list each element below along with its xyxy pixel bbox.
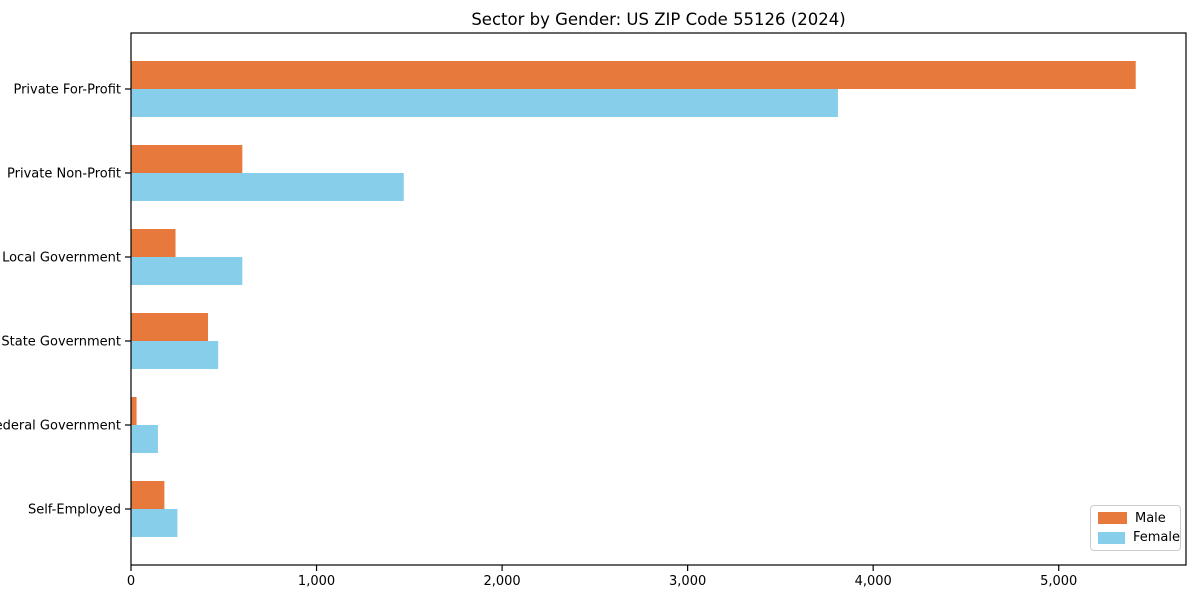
legend-entry-male: Male	[1098, 511, 1180, 526]
x-tick-label: 0	[127, 574, 135, 589]
female-series-swatch	[1098, 531, 1125, 544]
y-tick-label: Private For-Profit	[13, 83, 121, 98]
bar-male-2	[131, 229, 176, 258]
bar-male-4	[131, 396, 137, 425]
chart-title: Sector by Gender: US ZIP Code 55126 (202…	[471, 10, 846, 29]
bar-male-0	[131, 61, 1136, 90]
legend-label-male: Male	[1135, 510, 1166, 526]
bar-female-1	[131, 173, 404, 202]
x-tick-label: 1,000	[298, 574, 335, 589]
legend-label-female: Female	[1132, 530, 1180, 546]
legend-entry-female: Female	[1098, 530, 1180, 545]
x-tick-label: 5,000	[1040, 574, 1077, 589]
bar-male-3	[131, 312, 209, 341]
legend: Male Female	[1090, 505, 1181, 551]
y-tick-label: Local Government	[2, 251, 121, 266]
y-tick-label: Federal Government	[0, 418, 121, 433]
x-tick-label: 3,000	[669, 574, 706, 589]
bar-female-0	[131, 89, 838, 118]
plot-border	[130, 32, 1187, 566]
bar-female-4	[131, 424, 158, 453]
y-tick-label: State Government	[1, 334, 121, 349]
y-tick-label: Private Non-Profit	[7, 167, 121, 182]
bar-female-3	[131, 340, 219, 369]
bar-male-5	[131, 480, 165, 509]
x-tick-label: 4,000	[855, 574, 892, 589]
x-tick-label: 2,000	[483, 574, 520, 589]
bar-female-2	[131, 257, 243, 286]
bar-male-1	[131, 145, 243, 174]
male-series-swatch	[1098, 512, 1127, 525]
bar-female-5	[131, 508, 178, 537]
y-tick-label: Self-Employed	[28, 502, 121, 517]
